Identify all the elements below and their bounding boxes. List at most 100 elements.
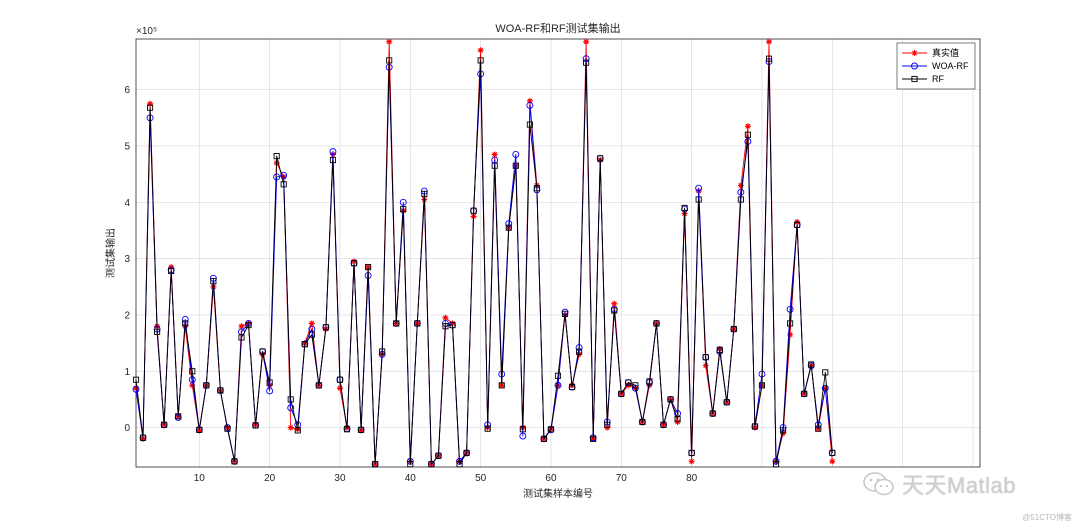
watermark-credit: @51CTO博客 (1022, 513, 1072, 522)
series-RF (132, 55, 836, 468)
data-point (618, 390, 625, 397)
data-point (484, 425, 491, 432)
data-point (737, 182, 744, 189)
data-point (132, 376, 140, 383)
y-tick-label: 4 (124, 198, 130, 209)
data-point (681, 204, 688, 211)
data-point (758, 382, 766, 389)
data-point (794, 221, 801, 228)
y-tick-label: 2 (124, 310, 130, 321)
data-point (667, 396, 674, 403)
data-point (526, 121, 533, 128)
data-point (336, 376, 344, 383)
data-point (343, 426, 351, 433)
data-point (787, 320, 794, 327)
data-point (428, 461, 435, 468)
data-point (821, 384, 829, 392)
data-point (400, 206, 407, 213)
x-tick-label: 70 (616, 473, 628, 484)
legend-marker (911, 62, 918, 70)
data-point (639, 418, 646, 425)
data-point (470, 207, 477, 214)
y-tick-label: 3 (124, 254, 130, 265)
data-point (751, 424, 758, 431)
y-tick-label: 0 (124, 423, 130, 434)
data-point (358, 426, 365, 433)
data-point (414, 320, 421, 327)
data-point (449, 320, 456, 327)
data-point (273, 153, 280, 160)
x-tick-label: 10 (194, 473, 206, 484)
data-point (168, 267, 175, 275)
data-point (787, 331, 794, 338)
data-point (435, 452, 442, 459)
data-point (196, 426, 203, 433)
data-point (829, 449, 836, 456)
y-axis-exponent: ×10⁵ (136, 26, 157, 37)
x-axis-label: 测试集样本编号 (523, 487, 593, 500)
data-point (822, 369, 829, 376)
data-point (224, 425, 231, 432)
data-point (147, 104, 154, 111)
legend-marker (911, 75, 918, 83)
data-point (287, 404, 295, 412)
axis-ticks: 10 20 30 40 50 60 70 80 0 1 2 3 4 5 6 (124, 85, 697, 484)
data-point (491, 162, 498, 169)
data-point (477, 57, 484, 64)
data-point (815, 425, 822, 432)
data-point (554, 372, 562, 379)
data-point (611, 307, 618, 314)
data-point (358, 427, 365, 434)
data-point (688, 449, 695, 456)
data-point (189, 368, 196, 375)
data-point (554, 381, 562, 389)
data-point (590, 435, 597, 442)
x-tick-label: 60 (545, 473, 557, 484)
data-point (442, 323, 449, 330)
data-point (765, 55, 773, 62)
data-point (801, 390, 808, 397)
data-point (611, 300, 618, 307)
data-point (372, 461, 379, 468)
data-point (421, 190, 428, 197)
data-point (329, 148, 337, 156)
data-point (196, 427, 203, 434)
data-point (533, 185, 540, 192)
data-point (154, 328, 161, 335)
series-line (135, 58, 833, 465)
data-point (786, 305, 794, 313)
data-point (660, 421, 667, 428)
y-tick-label: 1 (124, 367, 130, 378)
data-point (386, 57, 393, 64)
legend-label: RF (932, 74, 944, 84)
chart-title: WOA-RF和RF测试集输出 (495, 21, 620, 35)
data-point (463, 449, 470, 456)
data-point (133, 385, 139, 392)
data-point (442, 314, 449, 321)
data-point (287, 396, 294, 403)
data-point (744, 123, 751, 130)
data-point (273, 173, 281, 181)
data-point (399, 198, 407, 206)
data-point (674, 416, 681, 423)
data-point (709, 410, 716, 417)
data-point (505, 224, 512, 231)
legend-label: WOA-RF (932, 61, 969, 71)
watermark-text: 天天Matlab (902, 473, 1017, 498)
data-point (182, 320, 189, 327)
data-point (519, 432, 527, 440)
data-point (210, 278, 217, 285)
data-point (189, 382, 196, 389)
data-point (336, 385, 343, 392)
x-tick-label: 50 (475, 473, 487, 484)
data-point (259, 348, 266, 355)
data-point (716, 346, 723, 353)
data-point (688, 458, 695, 465)
data-point (329, 157, 336, 164)
data-point (449, 322, 456, 329)
legend-item: RF (902, 74, 944, 84)
data-point (772, 461, 780, 468)
data-point (583, 38, 590, 45)
data-point (188, 376, 196, 384)
